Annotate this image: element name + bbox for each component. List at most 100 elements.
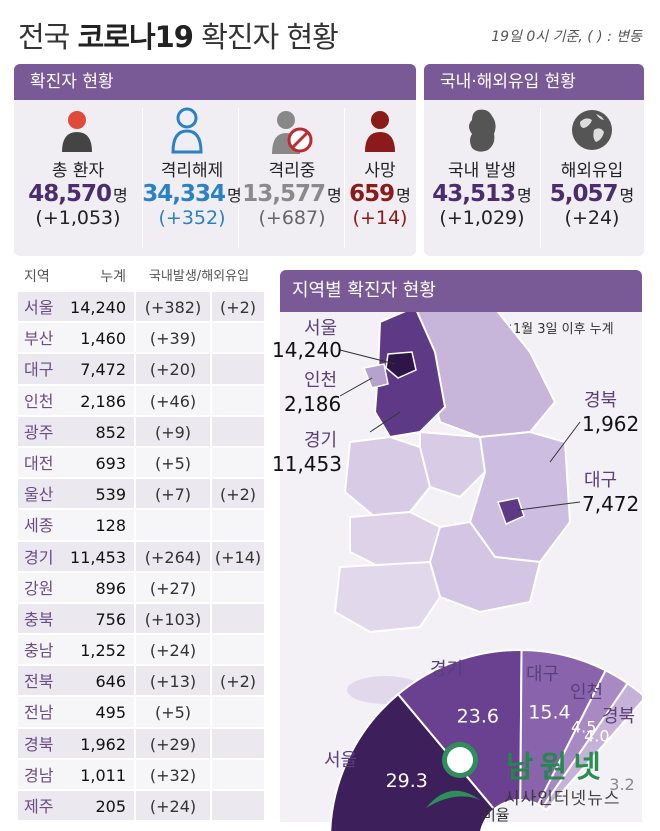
region-chungbuk [419, 430, 487, 499]
cell-ovs: (+2) [210, 292, 264, 322]
cell-total: 1,962 [80, 734, 126, 754]
cell-total: 128 [95, 516, 126, 536]
status-panel: 확진자 현황 총 환자 48,570 명 (+1,053) [14, 64, 416, 256]
cell-dom: (+24) [134, 791, 210, 821]
deaths-delta: (+14) [352, 207, 408, 229]
watermark-sub: 시사인터넷뉴스 [504, 789, 621, 809]
map-value-gyeongbuk: 1,962 [582, 412, 640, 436]
map-heading: 지역별 확진자 현황 [280, 270, 642, 312]
table-row: 경북 1,962 (+29) [18, 728, 264, 760]
pie-label-gyeongbuk: 경북 [602, 706, 636, 727]
cell-dom: (+103) [134, 603, 210, 634]
pie-label-incheon: 인천 [570, 682, 604, 703]
cell-ovs [210, 572, 264, 602]
cell-region: 서울 [24, 298, 54, 317]
region-chungnam [343, 435, 432, 519]
cell-total: 1,011 [80, 765, 126, 785]
cell-total: 756 [95, 609, 126, 629]
released-person-icon [171, 107, 203, 154]
table-row: 충북 756 (+103) [18, 603, 264, 636]
cell-dom: (+5) [134, 447, 210, 478]
table-row: 경남 1,011 (+32) [18, 759, 264, 791]
stat-total: 총 환자 48,570 명 (+1,053) [14, 156, 142, 229]
cell-ovs [210, 728, 264, 758]
isolated-delta: (+687) [258, 207, 326, 229]
table-row: 경기 11,453 (+264) (+14) [18, 541, 264, 573]
map-label-daegu: 대구 [584, 470, 618, 491]
pie-other-label: 3.2 [609, 775, 634, 794]
table-row: 울산 539 (+7) (+2) [18, 479, 264, 511]
logo-mark-icon [426, 742, 480, 808]
overseas-value: 5,057 [549, 181, 619, 207]
cell-region: 인천 [24, 391, 54, 411]
table-row: 전북 646 (+13) (+2) [18, 666, 264, 698]
cell-total: 7,472 [80, 360, 126, 380]
cell-dom: (+27) [134, 572, 210, 602]
pie-label-gyeonggi: 경기 [430, 659, 464, 680]
cell-dom: (+24) [134, 635, 210, 665]
cell-total: 14,240 [70, 298, 126, 317]
korea-map [333, 312, 581, 704]
total-value: 48,570 [28, 181, 112, 207]
table-body: 서울 14,240 (+382) (+2) 부산 1,460 (+39) 대구 7,472 (+2… [18, 292, 264, 823]
table-header: 지역 누계 국내발생/해외유입 [24, 269, 250, 285]
cell-ovs [210, 791, 264, 821]
stat-deaths: 사망 659 명 (+14) [344, 156, 416, 229]
map-label-seoul: 서울 [304, 318, 338, 339]
cell-region: 세종 [24, 516, 54, 536]
cell-region: 강원 [24, 578, 54, 598]
cell-ovs [210, 323, 264, 353]
cell-region: 대전 [24, 453, 54, 473]
stat-domestic: 국내 발생 43,513 명 (+1,029) [424, 156, 540, 229]
cell-region: 경기 [24, 547, 54, 567]
region-table: 지역 누계 국내발생/해외유입 서울 14,240 (+382) (+2) 부산 1,46… [18, 262, 264, 823]
cell-dom: (+264) [134, 541, 210, 571]
map-label-incheon: 인천 [304, 370, 338, 391]
total-patient-icon [62, 111, 92, 152]
deaths-value: 659 [349, 181, 395, 207]
cell-total: 11,453 [70, 547, 126, 567]
pie-value-label-0: 29.3 [386, 770, 428, 792]
region-jeonbuk [349, 510, 442, 569]
cell-region: 충북 [24, 609, 54, 629]
cell-region: 울산 [24, 485, 54, 505]
pie-value-label-2: 15.4 [528, 702, 570, 724]
domestic-delta: (+1,029) [439, 207, 525, 229]
pie-slice-4 [541, 682, 642, 812]
cell-total: 693 [95, 453, 126, 473]
table-row: 대전 693 (+5) [18, 447, 264, 480]
cell-dom: (+13) [134, 666, 210, 696]
cell-region: 경남 [24, 765, 54, 785]
status-heading: 확진자 현황 [14, 64, 416, 100]
cell-ovs [210, 447, 264, 478]
region-daegu [496, 497, 525, 526]
watermark-credit: 미율 [482, 806, 510, 824]
map-label-gyeongbuk: 경북 [584, 390, 618, 411]
stat-overseas: 해외유입 5,057 명 (+24) [540, 156, 644, 229]
origin-heading: 국내·해외유입 현황 [424, 64, 644, 100]
cell-dom [134, 510, 210, 540]
total-delta: (+1,053) [35, 207, 121, 229]
map-value-gyeonggi: 11,453 [272, 452, 342, 476]
table-row: 대구 7,472 (+20) [18, 354, 264, 386]
table-row: 강원 896 (+27) [18, 572, 264, 604]
cell-total: 495 [95, 703, 126, 723]
cell-total: 1,252 [80, 641, 126, 661]
cell-total: 2,186 [80, 391, 126, 411]
cell-dom: (+382) [134, 292, 210, 322]
cell-dom: (+9) [134, 416, 210, 446]
map-value-incheon: 2,186 [284, 392, 342, 416]
cell-ovs: (+2) [210, 666, 264, 696]
cell-region: 전남 [24, 703, 54, 723]
death-icon [365, 111, 395, 152]
table-row: 제주 205 (+24) [18, 791, 264, 823]
cell-total: 1,460 [80, 329, 126, 349]
stat-isolated: 격리중 13,577 명 (+687) [240, 156, 344, 229]
cell-dom: (+32) [134, 759, 210, 789]
cell-ovs: (+14) [210, 541, 264, 571]
map-note: ※1월 3일 이후 누계 [502, 322, 614, 337]
cell-ovs [210, 759, 264, 789]
cell-dom: (+29) [134, 728, 210, 758]
pie-value-label-3: 4.5 [571, 717, 596, 736]
